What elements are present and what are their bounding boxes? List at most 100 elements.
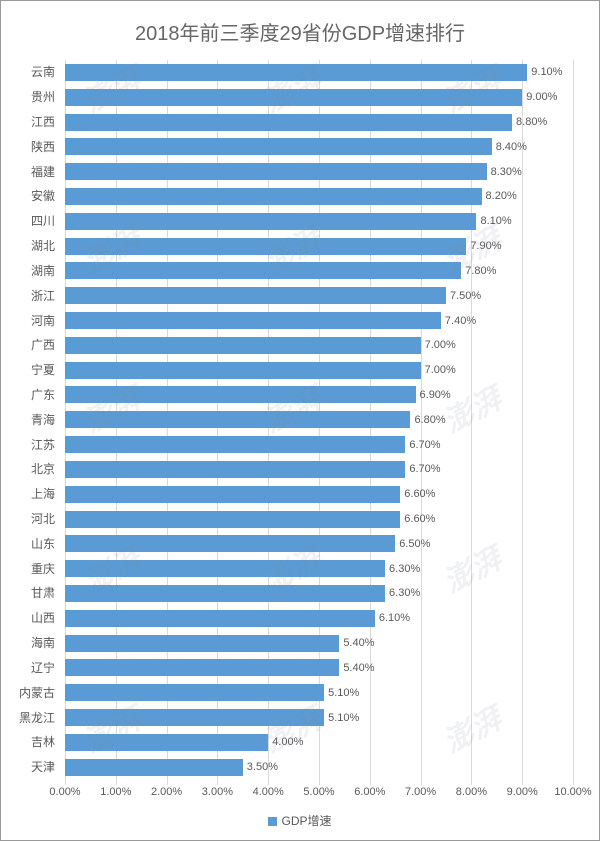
y-axis-label: 河南 <box>9 315 61 327</box>
x-axis: 0.00%1.00%2.00%3.00%4.00%5.00%6.00%7.00%… <box>65 780 573 810</box>
bar: 7.90% <box>65 238 466 255</box>
x-tick-label: 9.00% <box>507 786 538 798</box>
y-axis-label: 宁夏 <box>9 364 61 376</box>
y-axis-label: 山东 <box>9 538 61 550</box>
bar-row: 8.20% <box>65 188 573 205</box>
x-tick-mark <box>522 780 523 785</box>
bar-row: 9.00% <box>65 89 573 106</box>
y-axis-label: 云南 <box>9 66 61 78</box>
x-tick-mark <box>319 780 320 785</box>
bar-value-label: 7.40% <box>445 315 476 327</box>
bar: 6.10% <box>65 610 375 627</box>
y-axis-label: 四川 <box>9 215 61 227</box>
y-axis-label: 湖北 <box>9 240 61 252</box>
bar: 7.00% <box>65 337 421 354</box>
y-axis-label: 陕西 <box>9 141 61 153</box>
bar: 8.30% <box>65 163 487 180</box>
y-axis-label: 广东 <box>9 389 61 401</box>
bar-row: 7.50% <box>65 287 573 304</box>
bar: 3.50% <box>65 759 243 776</box>
bar-value-label: 8.30% <box>491 166 522 178</box>
y-axis-label: 天津 <box>9 761 61 773</box>
bar-value-label: 9.00% <box>526 91 557 103</box>
y-axis-label: 河北 <box>9 513 61 525</box>
bar-row: 6.60% <box>65 486 573 503</box>
bar-value-label: 6.10% <box>379 612 410 624</box>
x-tick-mark <box>471 780 472 785</box>
bar: 8.40% <box>65 138 492 155</box>
bar-value-label: 7.00% <box>425 339 456 351</box>
bar: 6.90% <box>65 386 416 403</box>
bar-value-label: 6.50% <box>399 538 430 550</box>
x-tick-label: 1.00% <box>100 786 131 798</box>
bar-row: 6.60% <box>65 511 573 528</box>
bar-value-label: 5.40% <box>343 637 374 649</box>
y-axis-label: 江西 <box>9 116 61 128</box>
x-tick-label: 3.00% <box>202 786 233 798</box>
x-tick-label: 7.00% <box>405 786 436 798</box>
chart-container: 2018年前三季度29省份GDP增速排行 云南贵州江西陕西福建安徽四川湖北湖南浙… <box>0 0 600 841</box>
bar-value-label: 6.30% <box>389 563 420 575</box>
chart-title: 2018年前三季度29省份GDP增速排行 <box>9 17 591 46</box>
y-axis-label: 辽宁 <box>9 662 61 674</box>
bar: 9.10% <box>65 64 527 81</box>
bar-value-label: 6.90% <box>420 389 451 401</box>
y-axis-label: 山西 <box>9 612 61 624</box>
bar: 6.70% <box>65 436 405 453</box>
x-tick-label: 4.00% <box>253 786 284 798</box>
x-tick-mark <box>217 780 218 785</box>
bar-value-label: 7.90% <box>470 240 501 252</box>
bar-value-label: 4.00% <box>272 736 303 748</box>
bar-row: 8.10% <box>65 213 573 230</box>
x-tick-label: 10.00% <box>554 786 591 798</box>
bar-row: 6.30% <box>65 585 573 602</box>
bar-value-label: 6.30% <box>389 587 420 599</box>
bar-row: 5.10% <box>65 709 573 726</box>
bar-value-label: 7.00% <box>425 364 456 376</box>
bar: 6.70% <box>65 461 405 478</box>
bar-value-label: 6.80% <box>414 414 445 426</box>
bar: 9.00% <box>65 89 522 106</box>
bar-value-label: 7.80% <box>465 265 496 277</box>
bar: 7.50% <box>65 287 446 304</box>
x-tick-mark <box>421 780 422 785</box>
x-tick-label: 6.00% <box>354 786 385 798</box>
bar-row: 6.50% <box>65 535 573 552</box>
legend: GDP增速 <box>9 812 591 829</box>
y-axis-label: 内蒙古 <box>9 687 61 699</box>
bar-row: 6.30% <box>65 560 573 577</box>
bar-row: 8.80% <box>65 114 573 131</box>
bar-row: 6.90% <box>65 386 573 403</box>
bar-row: 8.40% <box>65 138 573 155</box>
y-axis-label: 湖南 <box>9 265 61 277</box>
bar: 6.50% <box>65 535 395 552</box>
bar-value-label: 6.70% <box>409 439 440 451</box>
y-axis-label: 安徽 <box>9 190 61 202</box>
y-axis-label: 海南 <box>9 637 61 649</box>
bar-value-label: 8.80% <box>516 116 547 128</box>
bar-row: 5.40% <box>65 659 573 676</box>
bar: 5.10% <box>65 709 324 726</box>
bar-row: 5.10% <box>65 684 573 701</box>
y-axis-label: 吉林 <box>9 736 61 748</box>
bar: 6.30% <box>65 585 385 602</box>
bar-row: 7.90% <box>65 238 573 255</box>
bar-row: 6.80% <box>65 411 573 428</box>
bar-value-label: 6.60% <box>404 488 435 500</box>
y-axis-label: 上海 <box>9 488 61 500</box>
y-axis-label: 北京 <box>9 463 61 475</box>
y-axis-labels: 云南贵州江西陕西福建安徽四川湖北湖南浙江河南广西宁夏广东青海江苏北京上海河北山东… <box>9 60 61 780</box>
x-tick-mark <box>116 780 117 785</box>
x-tick-mark <box>573 780 574 785</box>
bar-row: 7.00% <box>65 337 573 354</box>
bar-row: 9.10% <box>65 64 573 81</box>
bar: 7.40% <box>65 312 441 329</box>
y-axis-label: 浙江 <box>9 290 61 302</box>
y-axis-label: 福建 <box>9 166 61 178</box>
x-tick-mark <box>167 780 168 785</box>
y-axis-label: 重庆 <box>9 563 61 575</box>
y-axis-label: 青海 <box>9 414 61 426</box>
bar-row: 7.80% <box>65 262 573 279</box>
bar-row: 7.00% <box>65 362 573 379</box>
bar: 5.10% <box>65 684 324 701</box>
